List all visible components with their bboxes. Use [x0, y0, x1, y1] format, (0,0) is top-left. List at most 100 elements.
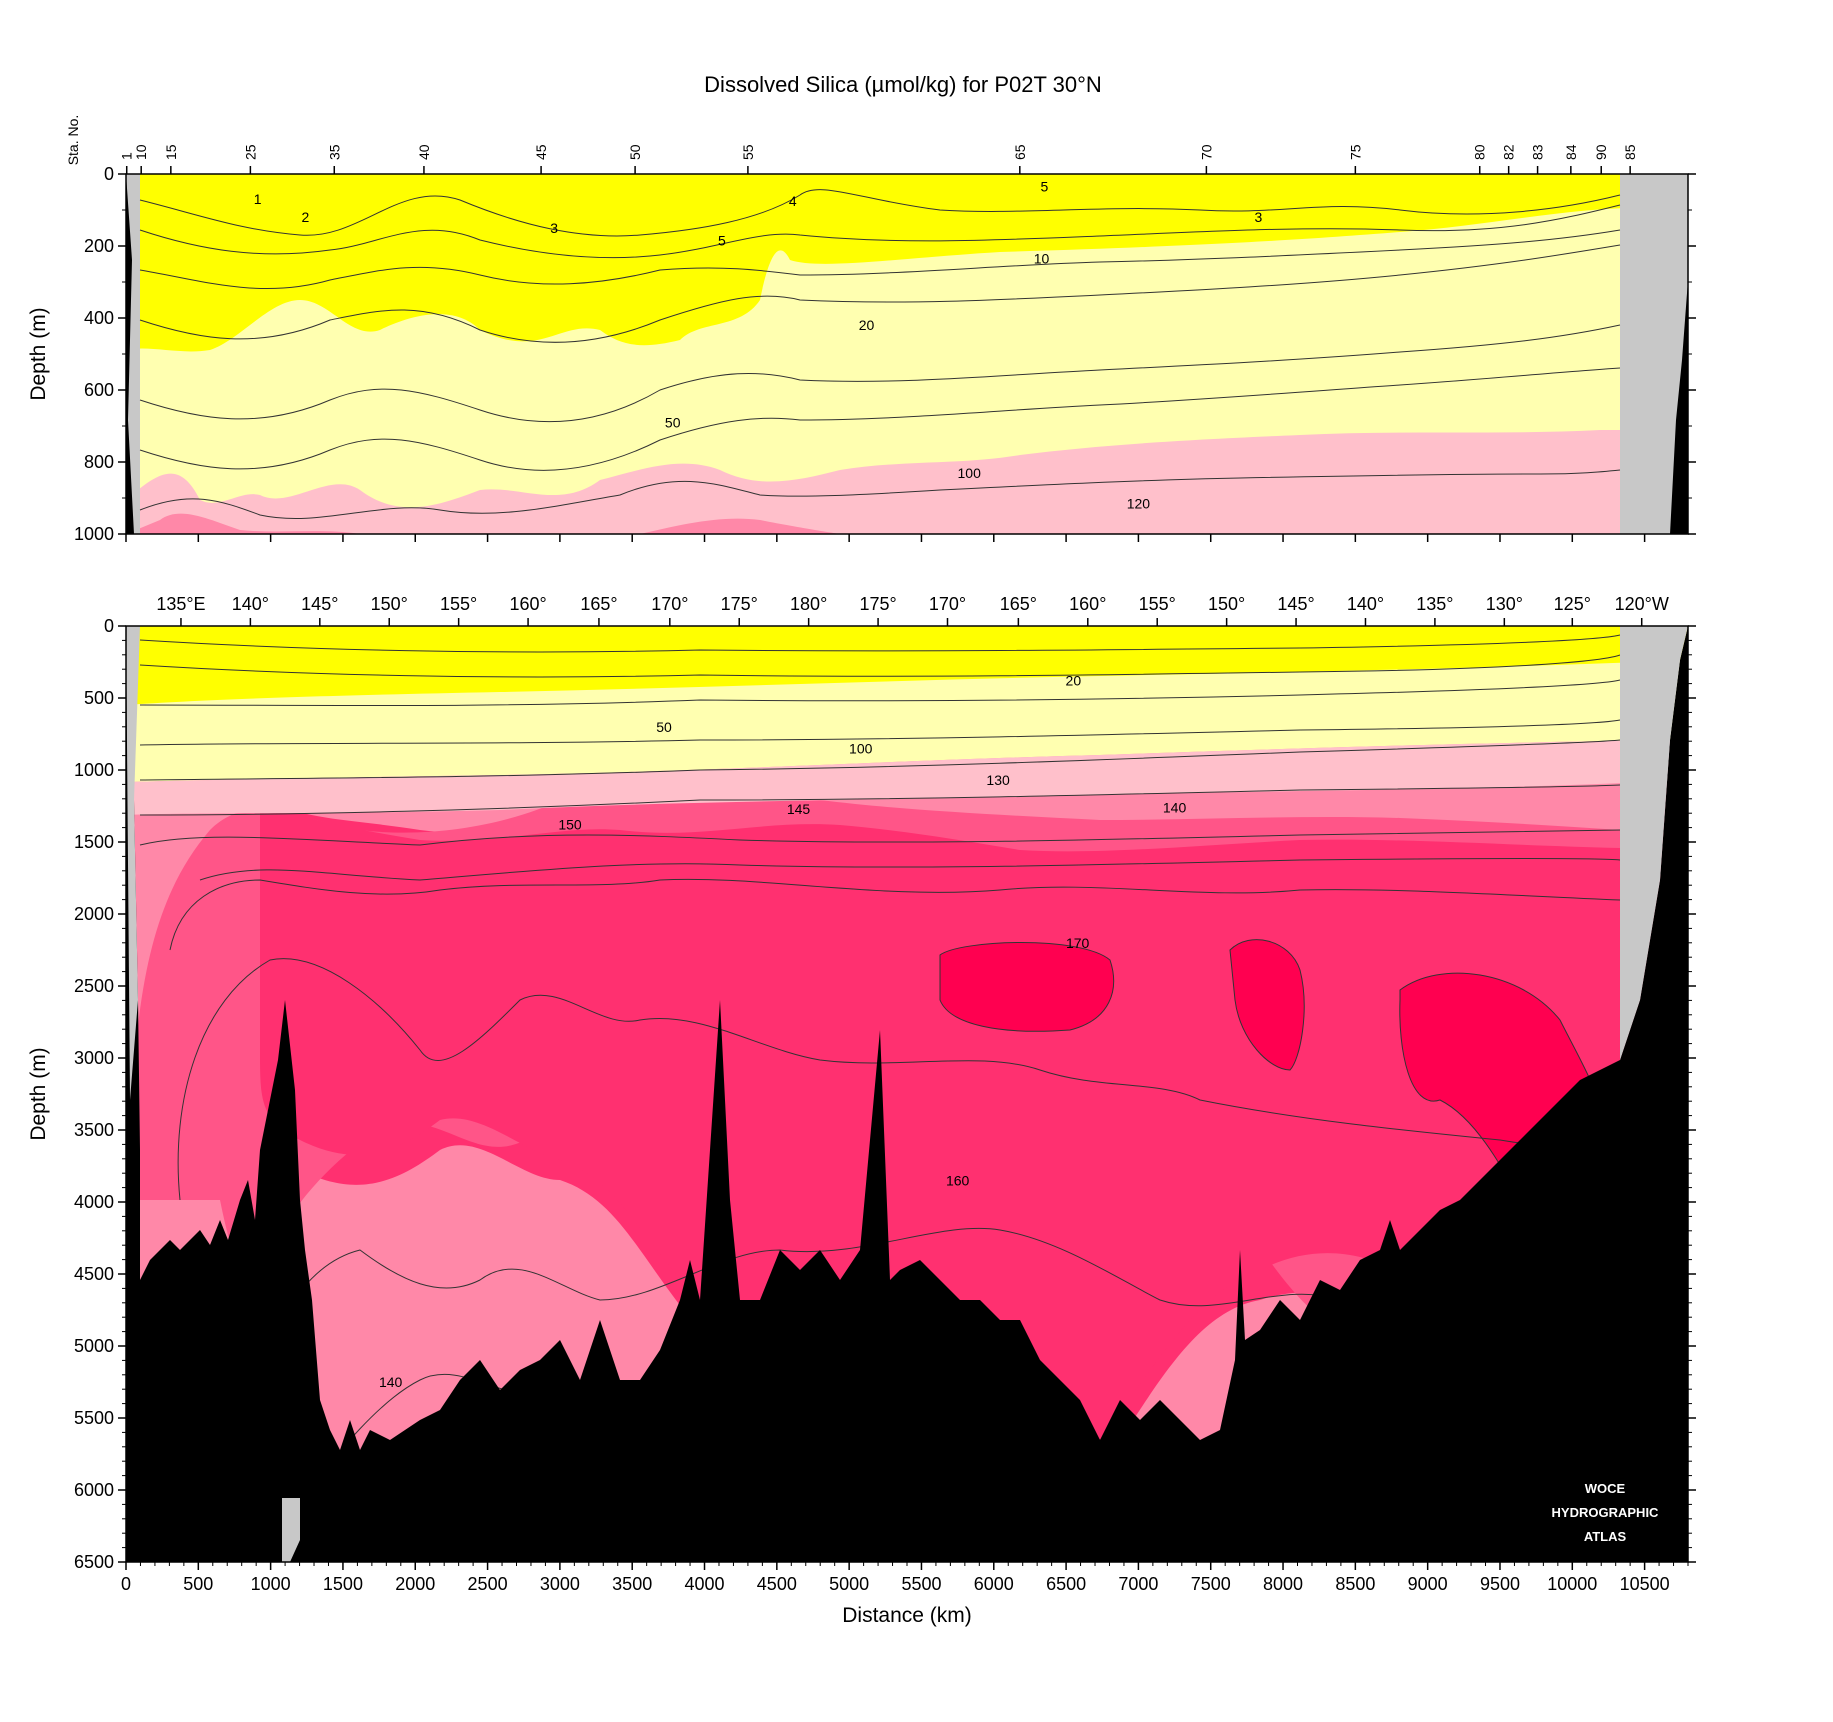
longitude-label: 155° — [440, 594, 477, 614]
longitude-label: 170° — [929, 594, 966, 614]
longitude-label: 160° — [1069, 594, 1106, 614]
longitude-label: 145° — [301, 594, 338, 614]
lower-contour-label: 170 — [1066, 935, 1090, 951]
longitude-label: 175° — [721, 594, 758, 614]
station-label: 83 — [1530, 144, 1546, 160]
x-tick-label: 6000 — [974, 1574, 1014, 1594]
upper-contour-label: 20 — [859, 317, 875, 333]
x-tick-label: 1000 — [251, 1574, 291, 1594]
upper-contour-label: 10 — [1034, 251, 1050, 267]
longitude-label: 180° — [790, 594, 827, 614]
longitude-label: 120°W — [1615, 594, 1669, 614]
nodata-lower-left — [126, 626, 140, 1100]
station-label: 45 — [533, 144, 549, 160]
upper-contour-label-group: 1 2 3 4 5 5 3 10 20 50 100 120 — [254, 179, 1263, 512]
longitude-label: 165° — [1000, 594, 1037, 614]
upper-y-tick-label: 0 — [104, 164, 114, 184]
upper-y-axis-title: Depth (m) — [27, 307, 50, 400]
station-label: 50 — [627, 144, 643, 160]
lower-y-tick-label: 4500 — [74, 1264, 114, 1284]
station-label: 55 — [740, 144, 756, 160]
x-tick-label: 7000 — [1118, 1574, 1158, 1594]
longitude-label: 150° — [1208, 594, 1245, 614]
station-label: 90 — [1593, 144, 1609, 160]
upper-y-tick-label: 800 — [84, 452, 114, 472]
longitude-label: 130° — [1486, 594, 1523, 614]
band-gt170-blob-2 — [1229, 939, 1305, 1071]
x-tick-label: 1500 — [323, 1574, 363, 1594]
station-label: 15 — [163, 144, 179, 160]
upper-y-tick-label: 1000 — [74, 524, 114, 544]
x-tick-label: 7500 — [1191, 1574, 1231, 1594]
lower-y-tick-label: 3500 — [74, 1120, 114, 1140]
lower-y-tick-label: 1000 — [74, 760, 114, 780]
lower-y-tick-label: 3000 — [74, 1048, 114, 1068]
lower-contour-label: 150 — [558, 817, 582, 833]
watermark-line-1: WOCE — [1585, 1481, 1626, 1496]
upper-contour-label: 3 — [550, 220, 558, 236]
x-tick-label: 5000 — [829, 1574, 869, 1594]
longitude-labels: 135°E 140° 145° 150° 155° 160° 165° 170° 175° 180… — [156, 594, 1669, 626]
x-tick-label: 4000 — [684, 1574, 724, 1594]
upper-y-tick-label: 400 — [84, 308, 114, 328]
station-label: 85 — [1622, 144, 1638, 160]
lower-y-tick-label: 0 — [104, 616, 114, 636]
longitude-label: 140° — [1347, 594, 1384, 614]
lower-panel: 20 50 100 130 150 145 140 170 160 140 135°E 140° 14… — [27, 594, 1696, 1627]
upper-contour-label: 3 — [1255, 209, 1263, 225]
lower-contour-label: 100 — [849, 740, 873, 756]
bottom-upper-left — [126, 174, 134, 534]
station-label: 70 — [1198, 144, 1214, 160]
x-tick-label: 2500 — [468, 1574, 508, 1594]
lower-contour-label: 160 — [946, 1172, 970, 1188]
x-tick-label: 10500 — [1620, 1574, 1670, 1594]
bottom-upper-right — [1670, 280, 1688, 534]
x-axis-title: Distance (km) — [842, 1604, 972, 1627]
longitude-label: 150° — [371, 594, 408, 614]
woce-watermark: WOCE HYDROGRAPHIC ATLAS — [1552, 1481, 1660, 1544]
x-tick-label: 2000 — [395, 1574, 435, 1594]
upper-contour-label: 5 — [718, 233, 726, 249]
longitude-label: 175° — [859, 594, 896, 614]
band-lt20-upper — [126, 174, 1688, 352]
longitude-label: 160° — [509, 594, 546, 614]
lower-y-tick-label: 2500 — [74, 976, 114, 996]
lower-contour-label: 130 — [986, 772, 1010, 788]
x-tick-label: 500 — [183, 1574, 213, 1594]
lower-contour-label: 20 — [1066, 673, 1082, 689]
band-130-150-upper — [126, 513, 840, 534]
longitude-label: 170° — [651, 594, 688, 614]
x-tick-label: 10000 — [1547, 1574, 1597, 1594]
lower-y-tick-label: 6500 — [74, 1552, 114, 1572]
band-lt20-lower — [126, 626, 1688, 705]
lower-contour-label: 50 — [656, 719, 672, 735]
station-label: 82 — [1501, 144, 1517, 160]
upper-contour-label: 1 — [254, 191, 262, 207]
x-tick-label: 9000 — [1408, 1574, 1448, 1594]
x-tick-label: 9500 — [1480, 1574, 1520, 1594]
upper-axes: 0 200 400 600 800 1000 — [74, 164, 1696, 544]
lower-contour-label: 140 — [1163, 799, 1187, 815]
station-label: 35 — [326, 144, 342, 160]
upper-y-tick-label: 200 — [84, 236, 114, 256]
band-gt170-blob-1 — [939, 942, 1115, 1032]
band-100-130-lower — [126, 740, 1688, 815]
lower-y-tick-label: 2000 — [74, 904, 114, 924]
x-tick-label: 6500 — [1046, 1574, 1086, 1594]
longitude-label: 125° — [1554, 594, 1591, 614]
station-label: 75 — [1347, 144, 1363, 160]
x-tick-label: 3000 — [540, 1574, 580, 1594]
station-label: 80 — [1472, 144, 1488, 160]
upper-contour-lines — [139, 189, 1621, 519]
longitude-label: 135° — [1416, 594, 1453, 614]
lower-y-axis-title: Depth (m) — [27, 1047, 50, 1140]
upper-contour-label: 2 — [301, 209, 309, 225]
upper-contour-label: 50 — [665, 414, 681, 430]
longitude-label: 140° — [232, 594, 269, 614]
watermark-line-2: HYDROGRAPHIC — [1552, 1505, 1660, 1520]
station-label: 10 — [133, 144, 149, 160]
station-header: Sta. No. — [65, 115, 81, 166]
chart-title: Dissolved Silica (µmol/kg) for P02T 30°N — [704, 72, 1102, 97]
